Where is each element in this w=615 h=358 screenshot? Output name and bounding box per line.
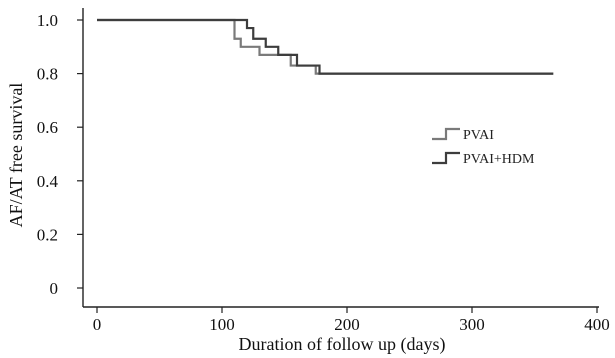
- y-axis-label: AF/AT free survival: [6, 83, 26, 228]
- x-tick-label: 0: [93, 315, 102, 334]
- x-tick-label: 400: [584, 315, 610, 334]
- x-axis-label: Duration of follow up (days): [239, 334, 446, 355]
- y-tick-label: 0.8: [37, 65, 58, 84]
- x-tick-label: 300: [459, 315, 485, 334]
- legend: PVAI PVAI+HDM: [432, 127, 535, 167]
- legend-swatch: [432, 127, 460, 141]
- y-tick-label: 0.2: [37, 225, 58, 244]
- x-tick-label: 100: [209, 315, 235, 334]
- series-line-pvai: [97, 18, 554, 75]
- y-tick-label: 0.6: [37, 118, 58, 137]
- series-line-pvai-hdm: [97, 18, 554, 75]
- x-ticks: 0 100 200 300 400: [93, 307, 610, 334]
- legend-label: PVAI+HDM: [463, 152, 535, 167]
- legend-swatch: [432, 151, 460, 165]
- y-tick-label: 0.4: [37, 172, 59, 191]
- y-ticks: 0 0.2 0.4 0.6 0.8 1.0: [37, 11, 83, 298]
- x-tick-label: 200: [334, 315, 360, 334]
- series-layer: [97, 18, 554, 75]
- y-tick-label: 1.0: [37, 11, 58, 30]
- y-tick-label: 0: [50, 279, 59, 298]
- legend-label: PVAI: [463, 128, 494, 143]
- axes: [82, 8, 599, 308]
